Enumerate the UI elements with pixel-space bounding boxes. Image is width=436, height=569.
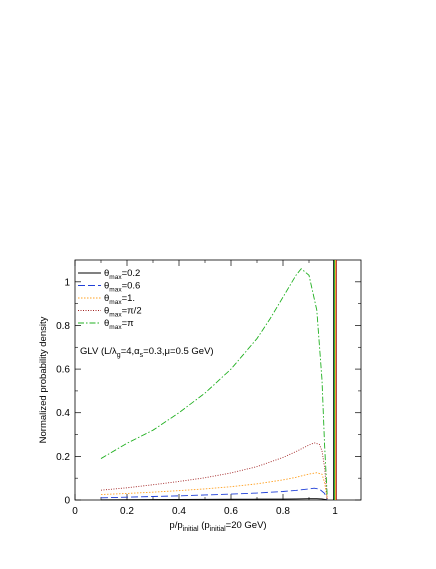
y-tick-label: 1	[64, 277, 70, 288]
legend-label-5: θmax=π	[104, 318, 134, 331]
y-tick-label: 0.6	[56, 365, 70, 376]
legend-label-1: θmax=0.2	[104, 268, 140, 281]
y-tick-label: 0	[64, 496, 70, 507]
annotation-text: GLV (L/λg=4,αs=0.3,μ=0.5 GeV)	[80, 346, 214, 359]
y-tick-label: 0.8	[56, 321, 70, 332]
legend-label-2: θmax=0.6	[104, 281, 140, 294]
x-tick-label: 1	[332, 506, 338, 517]
plot-frame	[74, 259, 362, 501]
vertical-line-layer	[333, 260, 337, 500]
x-tick-label: 0	[72, 506, 78, 517]
y-tick-label: 0.4	[56, 408, 70, 419]
x-tick-label: 0.6	[224, 506, 238, 517]
axis-tick-labels: 0 0.2 0.4 0.6 0.8 1 0 0.2 0.4 0.6 0.8 1	[56, 277, 338, 517]
x-tick-label: 0.8	[276, 506, 290, 517]
series-line-4	[100, 442, 328, 499]
y-tick-label: 0.2	[56, 452, 70, 463]
x-tick-label: 0.2	[120, 506, 134, 517]
series-line-2	[100, 487, 328, 500]
x-axis-label: p/pinitial (pinitial=20 GeV)	[169, 520, 266, 533]
axis-ticks	[74, 260, 361, 501]
legend-label-3: θmax=1.	[104, 293, 135, 306]
series-line-1	[100, 498, 328, 501]
x-tick-label: 0.4	[172, 506, 186, 517]
series-line-5	[100, 268, 328, 496]
y-axis-label: Normalized probability density	[38, 316, 49, 443]
series-layer	[100, 268, 328, 501]
legend-label-4: θmax=π/2	[104, 306, 142, 319]
